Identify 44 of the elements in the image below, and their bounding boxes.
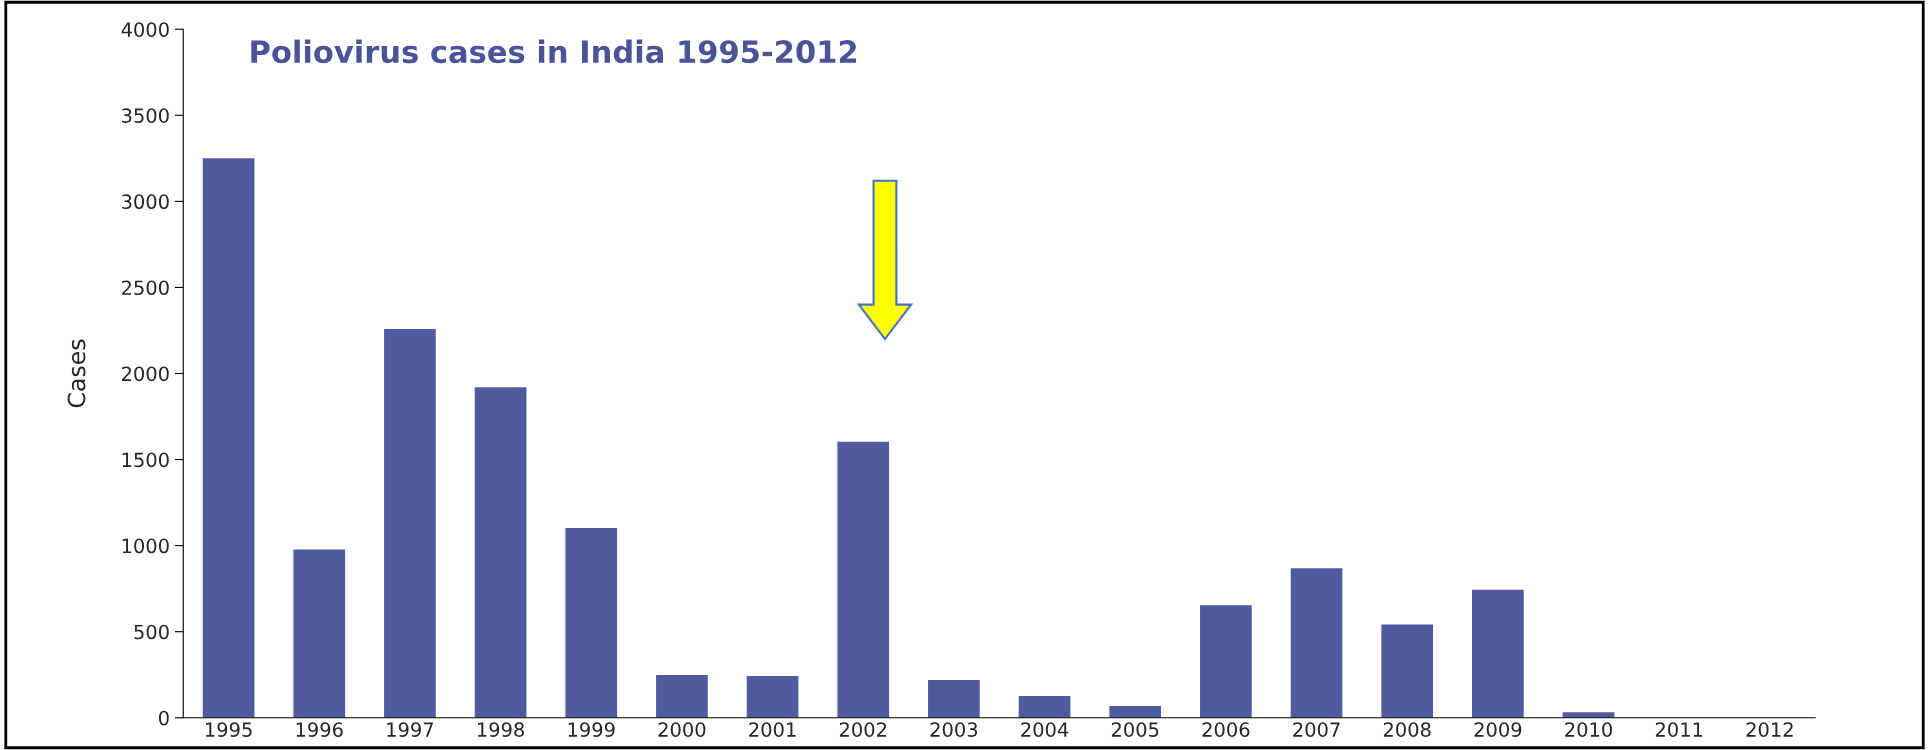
y-tick-label: 0	[158, 710, 169, 726]
x-tick-label: 2000	[658, 722, 706, 737]
x-tick-label: 2003	[930, 722, 978, 737]
chart-title: Poliovirus cases in India 1995-2012	[251, 39, 857, 64]
y-tick-label: 2500	[122, 280, 169, 296]
x-tick-label: 1995	[205, 722, 252, 737]
bar	[1472, 589, 1524, 718]
x-tick-label: 2010	[1565, 722, 1612, 737]
bar	[1381, 624, 1434, 718]
bar	[1290, 568, 1343, 718]
bar	[1200, 605, 1252, 718]
bar	[293, 549, 346, 718]
y-tick-label: 2000	[122, 366, 169, 382]
bar	[1018, 696, 1071, 718]
y-tick-label: 3000	[122, 194, 169, 210]
bar	[384, 329, 436, 718]
y-tick-label: 1500	[122, 452, 169, 468]
x-tick-label: 1996	[296, 722, 343, 737]
bar	[202, 158, 255, 718]
y-tick-label: 1000	[122, 538, 169, 554]
x-tick-label: 2001	[749, 722, 796, 737]
y-tick-label: 500	[134, 624, 169, 640]
x-tick-label: 2002	[839, 722, 887, 737]
bar	[746, 676, 799, 718]
x-tick-label: 1997	[387, 722, 433, 737]
x-tick-label: 2012	[1746, 722, 1793, 737]
x-tick-label: 2006	[1202, 722, 1250, 737]
x-tick-label: 1999	[568, 722, 615, 737]
x-tick-label: 2005	[1111, 722, 1159, 737]
y-tick-label: 4000	[121, 22, 169, 37]
x-tick-label: 2011	[1655, 722, 1703, 737]
y-axis-title: Cases	[67, 339, 86, 408]
x-tick-label: 2009	[1474, 722, 1522, 737]
y-tick-label: 3500	[122, 108, 169, 123]
x-tick-label: 2008	[1383, 722, 1431, 737]
bar	[474, 387, 527, 718]
x-tick-label: 2004	[1021, 722, 1069, 737]
bar	[565, 528, 618, 718]
bar	[837, 441, 890, 718]
bar	[656, 674, 708, 718]
bar	[1109, 706, 1162, 718]
x-tick-label: 1998	[477, 722, 524, 737]
bar	[928, 680, 980, 718]
x-tick-label: 2007	[1293, 722, 1340, 737]
